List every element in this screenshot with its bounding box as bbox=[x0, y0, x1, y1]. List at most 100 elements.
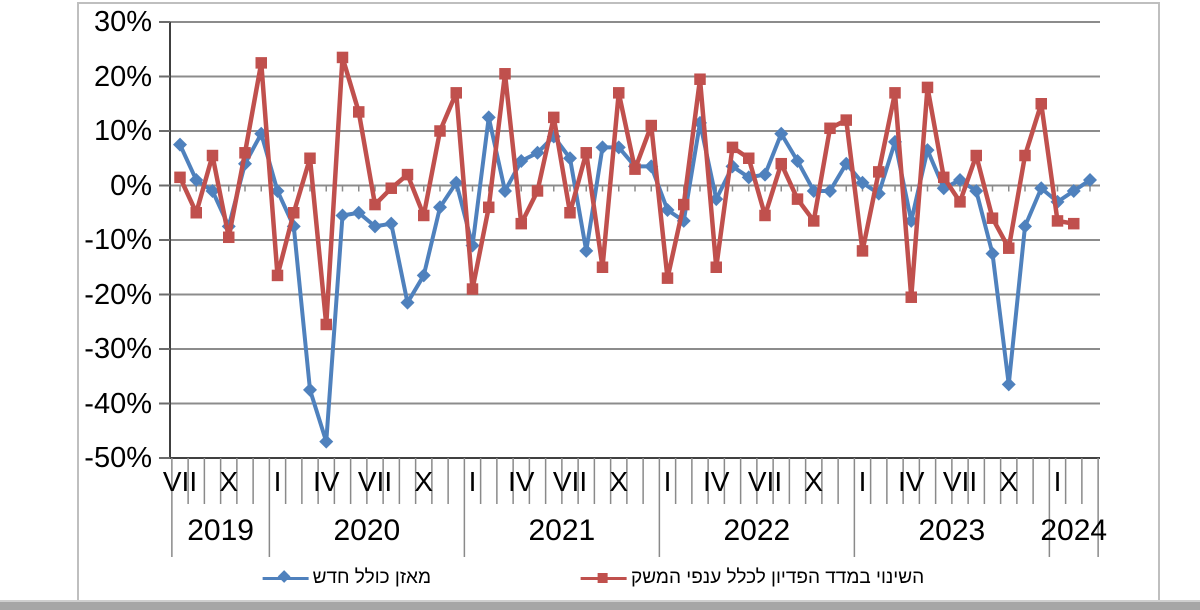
data-point-diamond bbox=[384, 216, 399, 231]
data-point-square bbox=[564, 207, 576, 219]
data-point-square bbox=[1003, 242, 1015, 254]
x-axis-year-label: 2023 bbox=[918, 514, 986, 547]
y-axis-tick-label: 30% bbox=[93, 6, 152, 38]
legend-label-balance: מאזן כולל חדש bbox=[312, 567, 432, 588]
data-point-diamond bbox=[351, 205, 366, 220]
x-axis-month-label: VII bbox=[552, 466, 588, 497]
x-axis-month-label: I bbox=[858, 466, 867, 497]
x-axis-month-label: I bbox=[663, 466, 672, 497]
data-point-diamond bbox=[595, 140, 610, 155]
data-point-square bbox=[743, 152, 755, 164]
data-point-square bbox=[223, 231, 235, 244]
y-axis-tick-label: -10% bbox=[84, 224, 152, 256]
data-point-square bbox=[206, 149, 219, 162]
data-point-diamond bbox=[579, 243, 594, 258]
x-axis-month-label: VII bbox=[747, 466, 783, 497]
data-point-diamond bbox=[319, 434, 334, 449]
red-line-square-marker-icon bbox=[581, 571, 628, 585]
data-point-diamond bbox=[969, 183, 984, 198]
data-point-diamond bbox=[514, 153, 529, 168]
data-point-square bbox=[401, 168, 414, 181]
data-point-diamond bbox=[774, 126, 789, 141]
data-point-square bbox=[596, 261, 609, 273]
y-axis-tick-label: -40% bbox=[84, 387, 152, 420]
data-point-diamond bbox=[416, 268, 431, 283]
x-axis-ticks bbox=[171, 458, 1099, 557]
data-point-diamond bbox=[790, 153, 805, 168]
series-revenue-index-line bbox=[174, 51, 1080, 331]
data-point-square bbox=[434, 125, 446, 137]
data-point-square bbox=[856, 245, 869, 257]
data-point-square bbox=[759, 209, 771, 222]
data-point-diamond bbox=[400, 295, 415, 310]
gridlines bbox=[170, 21, 1100, 459]
x-axis-month-label: I bbox=[468, 466, 477, 497]
data-point-diamond bbox=[449, 175, 464, 190]
data-point-square bbox=[239, 147, 251, 159]
data-point-diamond bbox=[823, 183, 837, 198]
data-point-diamond bbox=[660, 203, 675, 218]
x-axis-month-label: IV bbox=[508, 466, 535, 497]
x-axis-year-label: 2020 bbox=[333, 514, 401, 547]
data-point-square bbox=[824, 122, 836, 135]
data-point-square bbox=[905, 291, 917, 303]
x-axis-month-label: I bbox=[273, 466, 282, 497]
y-axis-tick-label: 0% bbox=[110, 169, 152, 202]
data-point-square bbox=[499, 68, 511, 80]
data-point-diamond bbox=[855, 175, 870, 190]
x-axis-month-label: X bbox=[414, 466, 434, 497]
data-point-square bbox=[873, 166, 885, 178]
x-axis-year-label: 2019 bbox=[187, 514, 254, 547]
data-point-square bbox=[1035, 98, 1047, 110]
data-point-diamond bbox=[173, 137, 187, 152]
data-point-square bbox=[1051, 215, 1064, 227]
data-point-square bbox=[483, 201, 495, 214]
x-axis-year-label: 2022 bbox=[723, 514, 791, 547]
x-axis-month-label: VII bbox=[357, 466, 393, 497]
data-point-diamond bbox=[335, 208, 350, 223]
x-axis-month-label: X bbox=[609, 466, 629, 497]
data-point-square bbox=[775, 157, 787, 170]
data-point-square bbox=[970, 149, 982, 162]
data-point-square bbox=[938, 171, 950, 184]
data-point-diamond bbox=[205, 183, 220, 198]
data-point-diamond bbox=[1001, 377, 1016, 392]
x-axis-year-label: 2021 bbox=[528, 514, 596, 547]
legend-label-revenue-index: השינוי במדד הפדיון לכלל ענפי המשק bbox=[631, 567, 925, 588]
bottom-window-edge bbox=[0, 600, 1200, 610]
data-point-square bbox=[369, 198, 381, 211]
data-point-square bbox=[353, 106, 365, 118]
data-point-diamond bbox=[1066, 183, 1081, 198]
data-point-square bbox=[531, 185, 544, 197]
data-point-square bbox=[580, 147, 592, 159]
data-point-square bbox=[1019, 149, 1031, 162]
data-point-square bbox=[418, 209, 430, 222]
data-point-square bbox=[629, 163, 641, 175]
data-point-square bbox=[466, 283, 479, 295]
y-axis-tick-label: -20% bbox=[84, 278, 152, 311]
data-point-square bbox=[921, 81, 934, 94]
data-point-square bbox=[255, 57, 267, 69]
data-point-square bbox=[808, 215, 820, 227]
y-axis-tick-label: -30% bbox=[84, 333, 152, 365]
legend: מאזן כולל חדש השינוי במדד הפדיון לכלל ענ… bbox=[262, 567, 925, 589]
data-point-diamond bbox=[368, 219, 382, 234]
y-axis-tick-label: 20% bbox=[93, 60, 152, 93]
data-point-diamond bbox=[953, 173, 967, 188]
data-point-square bbox=[548, 111, 560, 124]
data-point-square bbox=[678, 198, 690, 211]
data-point-square bbox=[1068, 217, 1080, 230]
x-axis-month-label: X bbox=[804, 466, 824, 497]
data-point-square bbox=[954, 196, 966, 208]
x-axis-month-label: VII bbox=[942, 466, 978, 497]
data-point-square bbox=[791, 193, 804, 205]
data-point-square bbox=[726, 141, 739, 154]
data-point-square bbox=[645, 119, 657, 132]
data-point-diamond bbox=[498, 183, 512, 198]
legend-item-revenue-index: השינוי במדד הפדיון לכלל ענפי המשק bbox=[581, 567, 924, 589]
data-point-square bbox=[840, 114, 852, 126]
data-point-square bbox=[385, 182, 397, 194]
x-axis-month-label: X bbox=[999, 466, 1019, 497]
